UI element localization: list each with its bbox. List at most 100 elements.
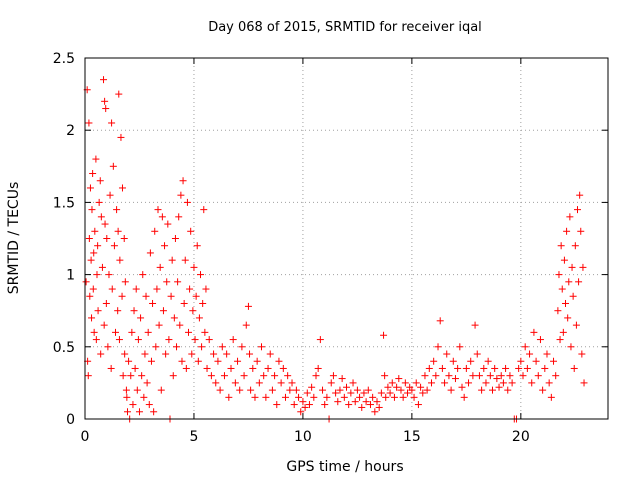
data-point <box>362 398 370 406</box>
data-point <box>191 336 199 344</box>
data-point <box>199 299 207 307</box>
data-point <box>303 389 311 397</box>
data-point <box>266 350 274 358</box>
data-point <box>151 227 159 235</box>
data-point <box>218 343 226 351</box>
data-point <box>562 299 570 307</box>
data-point <box>332 389 340 397</box>
data-point <box>393 383 401 391</box>
data-point <box>154 206 162 214</box>
data-point <box>190 263 198 271</box>
data-point <box>196 271 204 279</box>
data-point <box>366 401 374 409</box>
data-point <box>87 256 95 264</box>
data-point <box>486 372 494 380</box>
data-point <box>234 357 242 365</box>
data-point <box>566 213 574 221</box>
data-point <box>467 357 475 365</box>
data-point <box>430 357 438 365</box>
data-point <box>555 271 563 279</box>
data-point <box>202 285 210 293</box>
data-point <box>149 299 157 307</box>
data-point <box>157 386 165 394</box>
data-point <box>397 386 405 394</box>
data-point <box>236 386 244 394</box>
data-point <box>515 364 523 372</box>
data-point <box>123 393 131 401</box>
data-point <box>380 331 388 339</box>
data-point <box>93 271 101 279</box>
data-point <box>504 386 512 394</box>
data-point <box>97 213 105 221</box>
data-point <box>135 408 143 416</box>
data-point <box>169 372 177 380</box>
data-point <box>100 76 108 84</box>
data-point <box>364 386 372 394</box>
data-point <box>113 206 121 214</box>
data-point <box>163 278 171 286</box>
data-point <box>506 372 514 380</box>
data-point <box>319 386 327 394</box>
data-point <box>107 364 115 372</box>
data-point <box>410 393 418 401</box>
data-point <box>162 350 170 358</box>
data-point <box>189 307 197 315</box>
data-point <box>200 206 208 214</box>
data-point <box>329 372 337 380</box>
data-point <box>482 379 490 387</box>
data-point <box>557 242 565 250</box>
data-point <box>127 372 135 380</box>
data-point <box>373 398 381 406</box>
data-point <box>143 379 151 387</box>
data-point <box>262 393 270 401</box>
data-point <box>98 263 106 271</box>
data-point <box>170 314 178 322</box>
data-point <box>554 307 562 315</box>
data-point <box>255 379 263 387</box>
data-point <box>150 408 158 416</box>
data-point <box>118 184 126 192</box>
data-point <box>559 328 567 336</box>
data-point <box>101 220 109 228</box>
data-point <box>130 307 138 315</box>
data-point <box>194 357 202 365</box>
data-point <box>530 328 538 336</box>
data-point <box>144 328 152 336</box>
data-point <box>122 386 130 394</box>
x-tick-label: 15 <box>403 429 421 445</box>
data-point <box>115 90 123 98</box>
data-point <box>290 401 298 409</box>
data-point <box>185 328 193 336</box>
data-point <box>223 350 231 358</box>
data-point <box>308 383 316 391</box>
data-point <box>158 213 166 221</box>
data-point <box>575 278 583 286</box>
data-point <box>121 278 129 286</box>
data-point <box>88 206 96 214</box>
x-tick-label: 0 <box>81 429 90 445</box>
data-point <box>115 336 123 344</box>
data-point <box>545 379 553 387</box>
data-point <box>321 401 329 409</box>
data-point <box>279 364 287 372</box>
data-point <box>491 364 499 372</box>
x-axis-label: GPS time / hours <box>286 459 403 475</box>
data-point <box>497 372 505 380</box>
data-point <box>105 271 113 279</box>
data-point <box>102 105 110 113</box>
data-point <box>146 249 154 257</box>
data-point <box>458 383 466 391</box>
data-point <box>471 321 479 329</box>
data-point <box>423 386 431 394</box>
data-point <box>558 285 566 293</box>
data-point <box>198 343 206 351</box>
data-point <box>493 375 501 383</box>
data-point <box>147 357 155 365</box>
data-point <box>568 263 576 271</box>
data-point <box>456 343 464 351</box>
data-point <box>526 350 534 358</box>
data-point <box>91 227 99 235</box>
data-point <box>109 162 117 170</box>
y-tick-label: 1 <box>66 268 75 284</box>
data-point <box>528 379 536 387</box>
